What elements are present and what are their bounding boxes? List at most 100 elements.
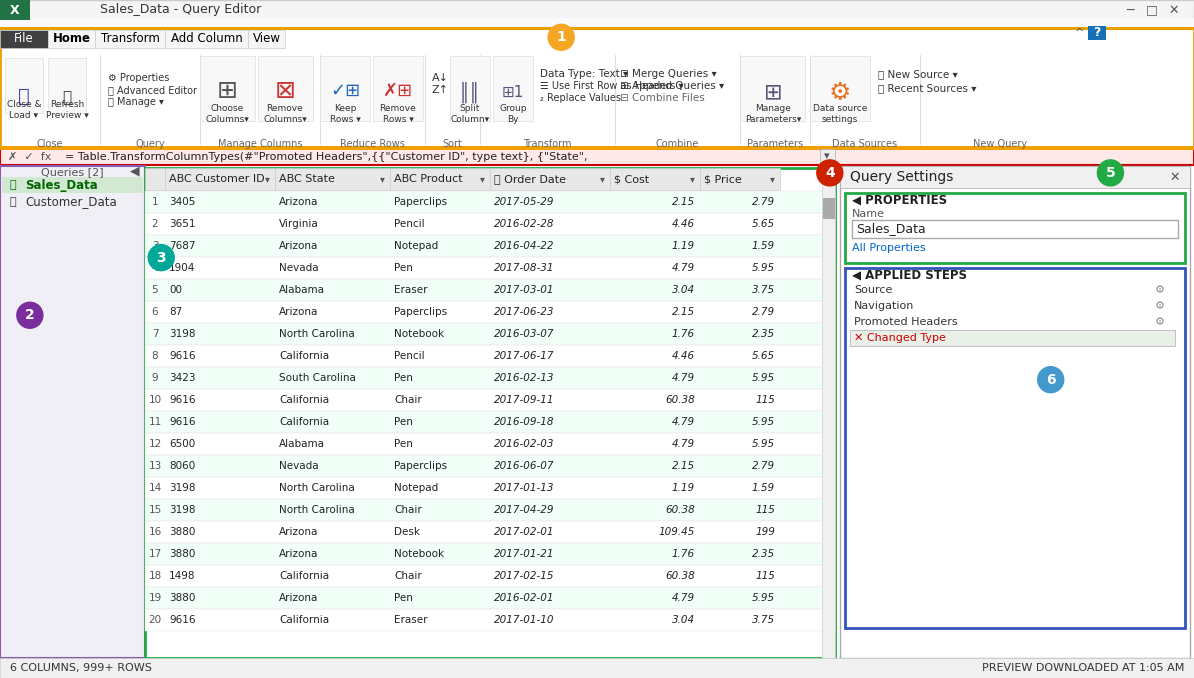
Text: Source: Source: [854, 285, 892, 295]
Text: ◀ APPLIED STEPS: ◀ APPLIED STEPS: [853, 268, 967, 281]
Text: Promoted Headers: Promoted Headers: [854, 317, 958, 327]
Text: Paperclips: Paperclips: [394, 307, 447, 317]
Text: Sales_Data: Sales_Data: [856, 222, 925, 235]
Text: 2.79: 2.79: [752, 197, 775, 207]
Text: 📋: 📋: [10, 197, 17, 207]
Text: 11: 11: [148, 417, 161, 427]
Text: Eraser: Eraser: [394, 285, 427, 295]
Text: 19: 19: [148, 593, 161, 603]
Text: Alabama: Alabama: [279, 285, 325, 295]
Text: 2.35: 2.35: [752, 329, 775, 339]
Text: ⚙: ⚙: [1155, 317, 1165, 327]
Text: 🔄: 🔄: [62, 90, 72, 106]
Text: 1.76: 1.76: [672, 549, 695, 559]
Text: 3.75: 3.75: [752, 285, 775, 295]
Text: 2.79: 2.79: [752, 307, 775, 317]
Text: 8: 8: [152, 351, 159, 361]
Text: ✕ Changed Type: ✕ Changed Type: [854, 333, 946, 343]
Text: Notebook: Notebook: [394, 329, 444, 339]
Bar: [144, 257, 835, 279]
Text: 2017-05-29: 2017-05-29: [494, 197, 554, 207]
Text: Manage Columns: Manage Columns: [217, 139, 302, 149]
Text: 4.79: 4.79: [672, 373, 695, 383]
Bar: [700, 168, 780, 190]
Text: 9616: 9616: [170, 395, 196, 405]
Text: Arizona: Arizona: [279, 197, 319, 207]
Bar: [144, 235, 835, 257]
Text: 5.95: 5.95: [752, 417, 775, 427]
Text: Arizona: Arizona: [279, 241, 319, 251]
Text: ⊠: ⊠: [275, 79, 295, 103]
Text: Choose
Columns▾: Choose Columns▾: [205, 104, 248, 123]
Text: ▾: ▾: [480, 174, 485, 184]
Text: 6: 6: [1046, 373, 1055, 386]
Text: Arizona: Arizona: [279, 527, 319, 537]
Text: 6500: 6500: [170, 439, 196, 449]
Text: 60.38: 60.38: [665, 505, 695, 515]
Text: California: California: [279, 351, 330, 361]
Text: 6 COLUMNS, 999+ ROWS: 6 COLUMNS, 999+ ROWS: [10, 663, 152, 673]
Text: Pencil: Pencil: [394, 351, 425, 361]
Text: ⊞: ⊞: [216, 79, 238, 103]
Bar: [820, 149, 835, 164]
Text: South Carolina: South Carolina: [279, 373, 356, 383]
Text: Transform: Transform: [100, 33, 160, 45]
Text: PREVIEW DOWNLOADED AT 1:05 AM: PREVIEW DOWNLOADED AT 1:05 AM: [981, 663, 1184, 673]
Text: ⚙ Properties: ⚙ Properties: [107, 73, 170, 83]
Bar: [144, 367, 835, 389]
Bar: [258, 56, 313, 121]
Text: 5.95: 5.95: [752, 373, 775, 383]
Text: Add Column: Add Column: [171, 33, 242, 45]
Bar: [144, 301, 835, 323]
Text: ABC Product: ABC Product: [394, 174, 462, 184]
Text: 1.59: 1.59: [752, 483, 775, 493]
Bar: [144, 587, 835, 609]
Text: 9616: 9616: [170, 351, 196, 361]
Text: Nevada: Nevada: [279, 263, 319, 273]
Text: ▾: ▾: [824, 151, 830, 161]
Text: ║║: ║║: [460, 81, 481, 102]
Circle shape: [148, 245, 174, 271]
Text: 2017-06-17: 2017-06-17: [494, 351, 554, 361]
Bar: [144, 499, 835, 521]
Text: 5: 5: [152, 285, 159, 295]
Bar: [841, 166, 1190, 658]
Text: ◀ PROPERTIES: ◀ PROPERTIES: [853, 193, 947, 207]
Text: 2016-02-28: 2016-02-28: [494, 219, 554, 229]
Text: Desk: Desk: [394, 527, 420, 537]
Text: X: X: [11, 3, 20, 16]
Text: 3880: 3880: [170, 549, 196, 559]
Bar: [144, 565, 835, 587]
Text: Pen: Pen: [394, 373, 413, 383]
Text: Eraser: Eraser: [394, 615, 427, 625]
Text: ✗⊞: ✗⊞: [383, 82, 413, 100]
Text: 2.15: 2.15: [672, 307, 695, 317]
Text: 3423: 3423: [170, 373, 196, 383]
Text: ?: ?: [1094, 26, 1101, 39]
Text: 115: 115: [755, 505, 775, 515]
Text: 📋: 📋: [10, 180, 17, 190]
Text: $ Cost: $ Cost: [614, 174, 650, 184]
Text: ▾: ▾: [770, 174, 775, 184]
Text: 4.46: 4.46: [672, 219, 695, 229]
Text: 1.76: 1.76: [672, 329, 695, 339]
Bar: [144, 543, 835, 565]
Text: 1498: 1498: [170, 571, 196, 581]
Text: 115: 115: [755, 395, 775, 405]
Text: Pen: Pen: [394, 439, 413, 449]
Text: 7687: 7687: [170, 241, 196, 251]
Text: Queries [2]: Queries [2]: [41, 167, 104, 177]
Bar: [0, 30, 48, 48]
Text: 3880: 3880: [170, 527, 196, 537]
Bar: [144, 345, 835, 367]
Text: 16: 16: [148, 527, 161, 537]
Text: ✓⊞: ✓⊞: [330, 82, 361, 100]
Text: ◀: ◀: [130, 165, 140, 178]
Text: 115: 115: [755, 571, 775, 581]
Text: 2017-01-10: 2017-01-10: [494, 615, 554, 625]
Bar: [144, 433, 835, 455]
Text: Notebook: Notebook: [394, 549, 444, 559]
Text: Combine: Combine: [656, 139, 700, 149]
Text: ₂ Replace Values: ₂ Replace Values: [540, 93, 621, 103]
Text: Data source
settings: Data source settings: [813, 104, 867, 123]
